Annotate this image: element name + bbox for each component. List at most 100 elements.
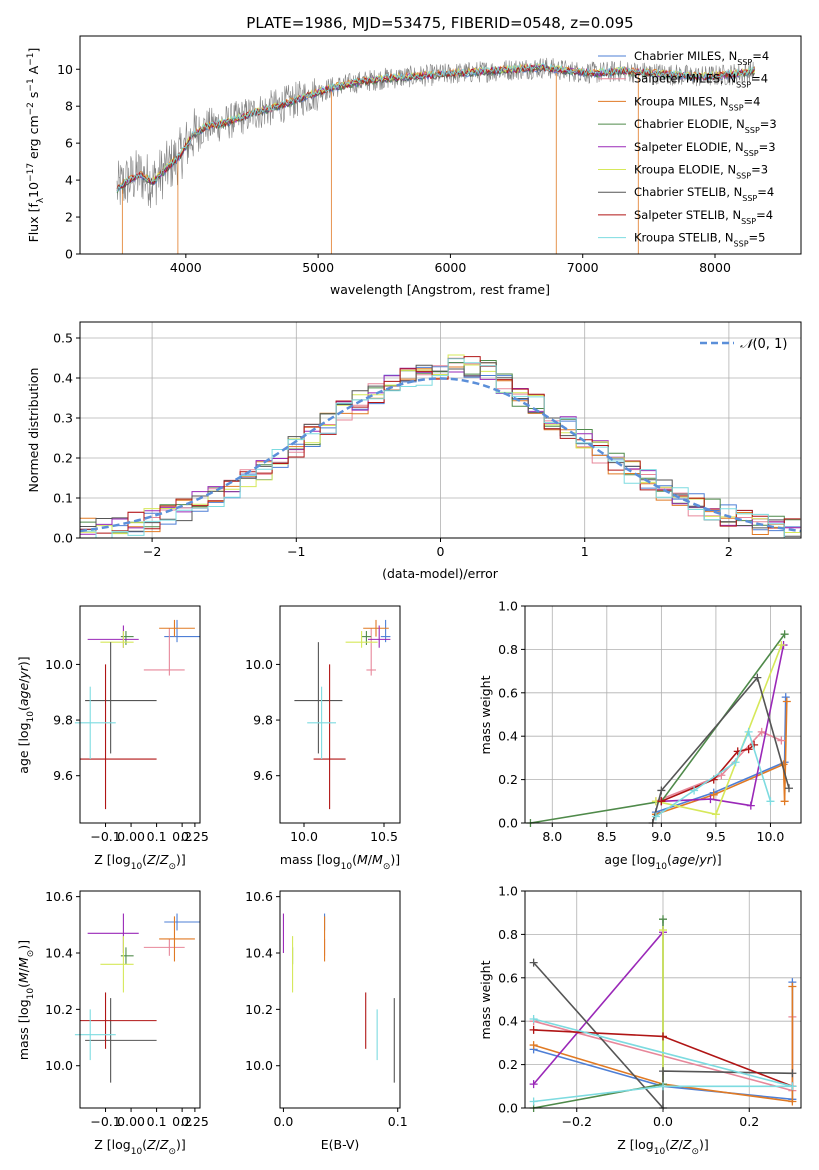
y-tick-label: 10.0	[45, 657, 73, 672]
residual-histogram-panel: −2 −1 0 1 2 0.0 0.1 0.2 0.3 0.4 0.5 (data-model)/e…	[26, 321, 802, 581]
x-tick-label: 0.0	[273, 1114, 293, 1129]
legend-subscript: SSP	[744, 148, 759, 157]
mass-weight-marker	[651, 812, 660, 821]
mass-weight-marker	[657, 786, 666, 795]
y-tick-label: 10.2	[45, 1002, 73, 1017]
y-tick-label: 1.0	[498, 599, 518, 614]
mass-vs-Z-xlabel: Z [log10(Z/Z⊙)]	[94, 1137, 186, 1157]
mass-weight-line	[533, 1018, 793, 1103]
age-vs-Z-axes-frame	[79, 605, 201, 824]
legend-subscript: SSP	[741, 216, 756, 225]
x-tick-label: 4000	[170, 260, 202, 275]
y-tick-label: 6	[65, 136, 73, 151]
spectrum-xlabel: wavelength [Angstrom, rest frame]	[330, 282, 550, 297]
y-tick-label: 0.5	[53, 331, 73, 346]
y-tick-label: 0.4	[53, 371, 73, 386]
mass-weight-marker	[529, 958, 538, 967]
legend-label: Salpeter MILES, NSSP=4	[634, 72, 768, 90]
mass-weight-line	[532, 931, 664, 1085]
mass-weight-marker	[690, 786, 699, 795]
mass-weight-marker	[529, 1080, 538, 1089]
histogram-ylabel: Normed distribution	[26, 368, 41, 493]
legend-label: Chabrier STELIB, NSSP=4	[634, 185, 774, 203]
y-tick-label: 10.6	[245, 889, 273, 904]
y-tick-label: 10.4	[45, 946, 73, 961]
y-tick-label: 0.2	[53, 451, 73, 466]
legend-label: Kroupa ELODIE, NSSP=3	[634, 163, 768, 181]
x-tick-label: 0.1	[388, 1114, 408, 1129]
x-tick-label: 8.0	[542, 829, 562, 844]
y-tick-label: 9.8	[53, 713, 73, 728]
mass-weight-vs-age-ylabel: mass weight	[478, 675, 493, 754]
mass-weight-marker	[777, 736, 786, 745]
mass-weight-marker	[659, 1032, 667, 1041]
mass-weight-vs-Z-axes-frame	[524, 890, 802, 1109]
y-tick-label: 0.1	[53, 491, 73, 506]
x-tick-label: 2	[725, 544, 733, 559]
y-tick-label: 0.0	[498, 1101, 518, 1116]
x-tick-label: 8.5	[597, 829, 617, 844]
y-tick-label: 0.8	[498, 642, 518, 657]
legend-subscript: SSP	[742, 194, 757, 203]
model-spectrum-line	[116, 62, 755, 192]
legend-subscript: SSP	[745, 126, 760, 135]
mass-weight-marker	[746, 801, 755, 810]
legend-label: Chabrier MILES, NSSP=4	[634, 49, 769, 67]
legend-count: =4	[757, 185, 774, 199]
age-vs-mass-xlabel: mass [log10(M/M⊙)]	[280, 852, 400, 872]
y-tick-label: 10.0	[245, 657, 273, 672]
age-vs-Z-plot-area: −0.10.00 0.1 0.20.25 9.6 9.8 10.0	[45, 619, 209, 844]
legend-subscript: SSP	[736, 80, 751, 89]
y-tick-label: 10.2	[245, 1002, 273, 1017]
x-tick-label: 0.2	[739, 1114, 759, 1129]
y-tick-label: 0.4	[498, 1014, 518, 1029]
mass-vs-EBV-plot-area: 0.0 0.1 10.0 10.2 10.4 10.6	[245, 889, 408, 1129]
age-vs-mass-plot-area: 10.0 10.5 9.6 9.8 10.0	[245, 619, 398, 844]
mass-weight-line	[655, 644, 783, 816]
y-tick-label: 0.6	[498, 685, 518, 700]
histogram-axes-frame	[79, 321, 802, 539]
x-tick-label: 9.0	[651, 829, 671, 844]
x-tick-label: 0	[437, 544, 445, 559]
y-tick-label: 1.0	[498, 884, 518, 899]
legend-subscript: SSP	[729, 103, 744, 112]
legend-count: =4	[756, 208, 773, 222]
histogram-step-line	[80, 354, 801, 535]
x-tick-label: 5000	[302, 260, 334, 275]
legend-label: Salpeter ELODIE, NSSP=3	[634, 140, 776, 158]
mass-weight-marker	[766, 797, 775, 806]
y-tick-label: 0.0	[53, 531, 73, 546]
gaussian-curve	[79, 377, 802, 533]
x-tick-label: 0.2	[172, 829, 192, 844]
mass-weight-marker	[757, 727, 766, 736]
mass-vs-Z-axes-frame	[79, 890, 201, 1109]
x-tick-label: 10.0	[290, 829, 318, 844]
mass-weight-marker	[529, 1015, 538, 1024]
spectrum-ylabel: Flux [fλ10−17 erg cm−2 s−1 A−1]	[26, 48, 46, 243]
mass-weight-marker	[788, 1082, 797, 1091]
x-tick-label: −0.1	[90, 829, 120, 844]
legend-subscript: SSP	[737, 58, 752, 67]
y-tick-label: 8	[65, 99, 73, 114]
y-tick-label: 0.2	[498, 1057, 518, 1072]
x-tick-label: 0.25	[181, 1114, 209, 1129]
histogram-step-line	[80, 362, 801, 539]
y-tick-label: 10.0	[245, 1058, 273, 1073]
x-tick-label: 0.00	[117, 829, 145, 844]
y-tick-label: 10.4	[245, 946, 273, 961]
x-tick-label: 0.25	[181, 829, 209, 844]
x-tick-label: −0.1	[90, 1114, 120, 1129]
x-tick-label: 10.0	[757, 829, 785, 844]
y-tick-label: 9.6	[53, 768, 73, 783]
spectrum-plot-area: 4000 5000 6000 7000 8000 0 2 4 6 8 10	[57, 57, 756, 275]
legend-label: Kroupa MILES, NSSP=4	[634, 94, 760, 112]
mass-weight-vs-age-axes-frame	[524, 605, 802, 824]
histogram-step-line	[80, 358, 801, 539]
mass-weight-marker	[753, 673, 762, 682]
mass-weight-line	[651, 675, 790, 824]
mass-weight-marker	[529, 1041, 538, 1050]
legend-count: =4	[752, 49, 769, 63]
y-tick-label: 2	[65, 210, 73, 225]
y-tick-label: 10	[57, 62, 73, 77]
